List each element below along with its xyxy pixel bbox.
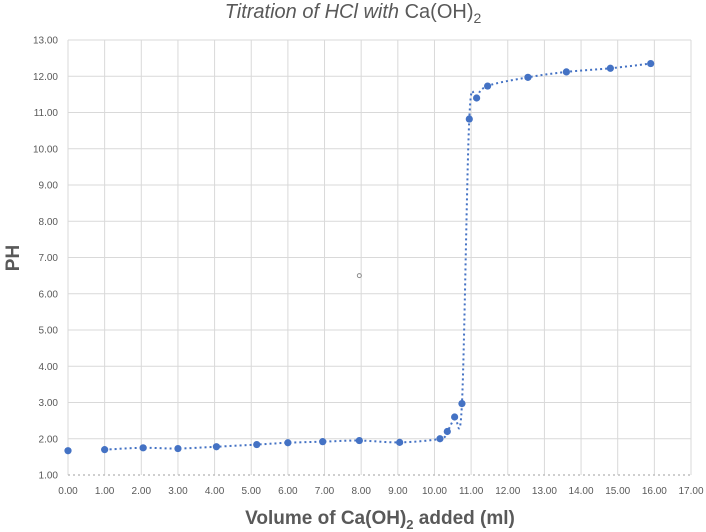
y-tick-label: 3.00 (39, 398, 59, 409)
x-tick-label: 3.00 (168, 486, 188, 497)
data-point (319, 438, 327, 446)
y-tick-label: 4.00 (39, 362, 59, 373)
x-tick-label: 5.00 (242, 486, 262, 497)
grid-lines (67, 39, 692, 476)
data-point (64, 447, 72, 455)
data-point (212, 443, 221, 451)
data-point (465, 115, 473, 123)
x-tick-label: 7.00 (315, 486, 335, 497)
x-axis-title: Volume of Ca(OH)2 added (ml) (245, 508, 515, 532)
y-tick-label: 7.00 (39, 253, 59, 264)
x-tick-label: 11.00 (459, 486, 484, 497)
trend-line (104, 62, 651, 451)
data-point (396, 438, 404, 446)
data-point (473, 94, 481, 102)
x-tick-label: 13.00 (532, 486, 557, 497)
y-tick-label: 12.00 (33, 72, 58, 83)
data-point (606, 64, 614, 72)
y-tick-label: 10.00 (33, 144, 58, 155)
data-point (355, 436, 363, 445)
x-tick-label: 17.00 (678, 486, 703, 497)
x-tick-label: 0.00 (58, 486, 78, 497)
data-point (443, 427, 451, 436)
data-point (458, 399, 466, 408)
y-tick-label: 13.00 (33, 36, 58, 47)
y-tick-label: 1.00 (39, 471, 59, 482)
x-axis-title-subscript: 2 (406, 517, 413, 532)
x-tick-label: 4.00 (205, 486, 225, 497)
x-axis-title-tail: added (ml) (414, 508, 515, 529)
data-point (484, 82, 492, 90)
data-point (139, 444, 147, 452)
x-axis-title-main: Volume of Ca(OH) (245, 508, 406, 529)
x-tick-label: 16.00 (642, 486, 667, 497)
y-tick-label: 9.00 (39, 181, 59, 192)
x-tick-label: 14.00 (569, 486, 594, 497)
y-axis-title: PH (3, 245, 24, 271)
data-points (64, 59, 655, 455)
chart-title-italic: Titration of HCl with (225, 1, 405, 23)
stray-marker (356, 273, 362, 279)
x-tick-label: 12.00 (495, 486, 520, 497)
tick-labels: 0.00 1.00 2.00 3.00 4.00 5.00 6.00 7.00 8.00 9.00… (33, 36, 704, 498)
data-point (253, 440, 261, 449)
x-tick-label: 6.00 (278, 486, 298, 497)
y-tick-label: 2.00 (39, 434, 59, 445)
data-point (647, 59, 655, 68)
chart-title-subscript: 2 (473, 10, 481, 26)
data-point (451, 413, 459, 421)
data-point (436, 435, 444, 443)
y-tick-label: 5.00 (39, 326, 59, 337)
y-tick-label: 8.00 (39, 217, 59, 228)
x-tick-label: 1.00 (95, 486, 115, 497)
data-point (174, 444, 182, 453)
chart-title: Titration of HCl with Ca(OH)2 (225, 1, 482, 26)
x-tick-label: 10.00 (422, 486, 447, 497)
data-point (524, 73, 532, 81)
data-point (562, 68, 571, 76)
x-tick-label: 9.00 (388, 486, 408, 497)
data-point (284, 439, 292, 447)
x-tick-label: 2.00 (132, 486, 152, 497)
data-point (101, 446, 109, 454)
y-tick-label: 11.00 (34, 108, 59, 119)
y-tick-label: 6.00 (39, 289, 59, 300)
x-tick-label: 15.00 (605, 486, 630, 497)
x-tick-label: 8.00 (351, 486, 371, 497)
chart-title-formula: Ca(OH) (405, 1, 474, 23)
